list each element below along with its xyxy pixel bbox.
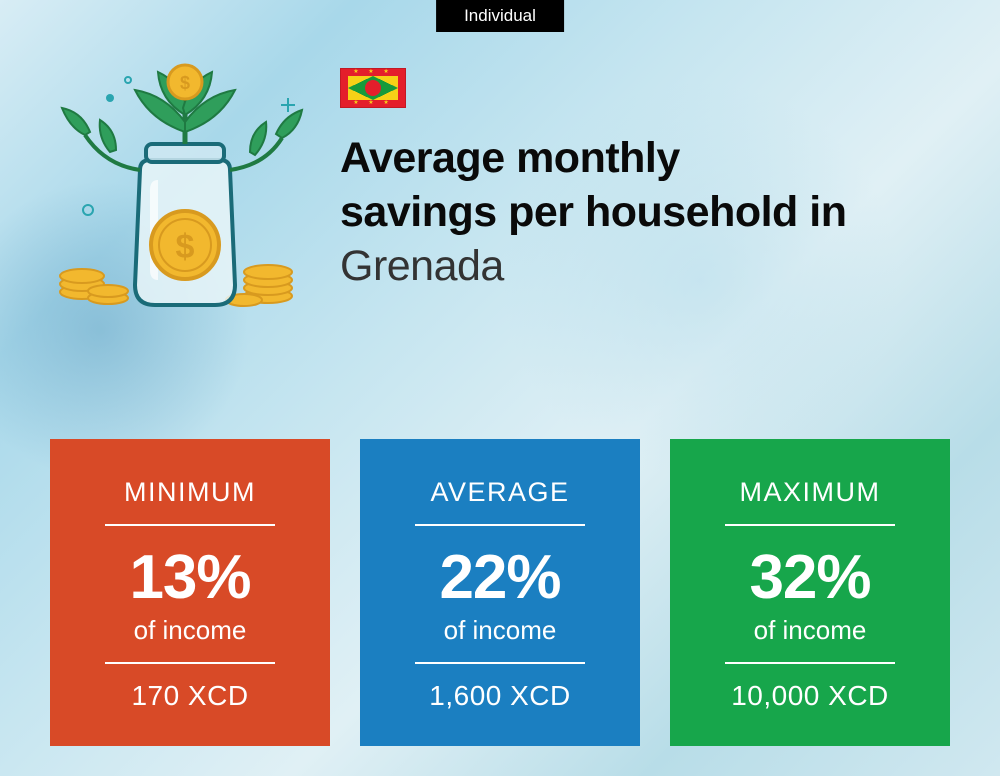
divider: [725, 662, 895, 664]
card-amount: 1,600 XCD: [390, 680, 610, 712]
svg-text:$: $: [176, 228, 195, 266]
divider: [105, 662, 275, 664]
stat-cards-row: MINIMUM 13% of income 170 XCD AVERAGE 22…: [50, 439, 950, 746]
divider: [105, 524, 275, 526]
card-minimum: MINIMUM 13% of income 170 XCD: [50, 439, 330, 746]
card-label: AVERAGE: [390, 477, 610, 508]
card-sub: of income: [390, 615, 610, 646]
card-sub: of income: [80, 615, 300, 646]
card-percent: 13%: [80, 542, 300, 613]
card-label: MAXIMUM: [700, 477, 920, 508]
card-amount: 10,000 XCD: [700, 680, 920, 712]
page-title: Average monthly savings per household in…: [340, 132, 950, 293]
country-name: Grenada: [340, 242, 504, 290]
savings-jar-illustration: $ $: [50, 60, 310, 320]
card-average: AVERAGE 22% of income 1,600 XCD: [360, 439, 640, 746]
hero-section: $ $: [50, 60, 950, 320]
divider: [415, 662, 585, 664]
category-tag: Individual: [436, 0, 564, 32]
card-amount: 170 XCD: [80, 680, 300, 712]
svg-text:$: $: [180, 73, 190, 93]
divider: [725, 524, 895, 526]
title-line-1: Average monthly: [340, 134, 680, 182]
card-sub: of income: [700, 615, 920, 646]
card-maximum: MAXIMUM 32% of income 10,000 XCD: [670, 439, 950, 746]
card-percent: 32%: [700, 542, 920, 613]
card-label: MINIMUM: [80, 477, 300, 508]
title-line-2: savings per household in: [340, 188, 846, 236]
card-percent: 22%: [390, 542, 610, 613]
grenada-flag-icon: ★ ★ ★ ★ ★ ★: [340, 68, 406, 108]
title-block: ★ ★ ★ ★ ★ ★ Average monthly savings per …: [340, 60, 950, 320]
divider: [415, 524, 585, 526]
